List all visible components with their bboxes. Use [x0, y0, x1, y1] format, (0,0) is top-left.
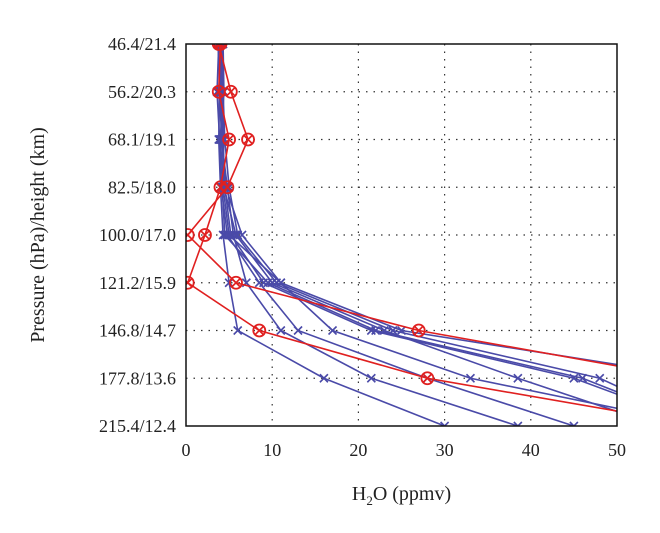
x-tick-label: 30: [436, 440, 454, 460]
data-point: [379, 325, 389, 336]
y-tick-labels: 46.4/21.4 56.2/20.3 68.1/19.1 82.5/18.0 100.…: [99, 34, 176, 436]
x-tick-label: 0: [182, 440, 191, 460]
data-point: [223, 84, 238, 99]
data-point: [411, 323, 426, 338]
y-tick-label: 146.8/14.7: [99, 321, 176, 341]
y-tick-label: 215.4/12.4: [99, 416, 176, 436]
series-red: [186, 44, 617, 367]
series-line: [217, 44, 445, 426]
data-point: [211, 84, 226, 99]
data-point: [465, 373, 476, 383]
data-point: [319, 373, 329, 383]
series-blue: [216, 44, 523, 426]
data-point: [213, 180, 228, 195]
series-layer: [186, 44, 617, 426]
series-line: [186, 44, 617, 412]
data-point: [254, 278, 264, 288]
x-tick-label: 20: [349, 440, 367, 460]
series-red: [186, 44, 617, 412]
data-point: [229, 275, 243, 290]
data-point: [440, 421, 450, 426]
y-tick-label: 121.2/15.9: [99, 273, 176, 293]
data-point: [293, 325, 303, 336]
data-point: [569, 421, 579, 426]
data-point: [241, 132, 255, 147]
series-blue: [215, 44, 617, 366]
series-line: [219, 44, 617, 396]
series-blue: [214, 44, 450, 426]
series-blue: [215, 44, 617, 396]
y-tick-label: 56.2/20.3: [108, 82, 176, 102]
data-point: [366, 373, 376, 383]
y-tick-label: 177.8/13.6: [99, 368, 176, 388]
series-blue: [212, 44, 579, 426]
data-point: [233, 325, 243, 336]
data-point: [276, 325, 286, 336]
series-line: [218, 44, 617, 393]
data-point: [231, 230, 241, 240]
x-tick-label: 10: [263, 440, 281, 460]
data-point: [186, 275, 195, 290]
series-blue: [214, 44, 617, 410]
y-tick-label: 46.4/21.4: [108, 34, 176, 54]
data-point: [267, 278, 277, 288]
series-line: [219, 44, 617, 366]
data-point: [222, 132, 237, 147]
series-blue: [213, 44, 617, 413]
data-point: [513, 373, 523, 383]
data-point: [198, 228, 212, 242]
data-point: [218, 230, 228, 240]
data-point: [252, 323, 267, 338]
data-point: [327, 325, 338, 336]
series-line: [186, 44, 617, 367]
x-tick-label: 50: [608, 440, 626, 460]
y-tick-label: 100.0/17.0: [99, 225, 176, 245]
data-point: [513, 421, 523, 426]
y-tick-label: 82.5/18.0: [108, 177, 176, 197]
data-point: [213, 44, 228, 51]
series-line: [220, 44, 519, 426]
plot-frame: [185, 43, 618, 427]
data-point: [186, 228, 195, 242]
x-tick-labels: 0 10 20 30 40 50: [182, 440, 627, 460]
x-axis-title: H2O (ppmv): [352, 483, 451, 508]
series-blue: [215, 44, 617, 393]
data-point: [595, 373, 605, 383]
data-point: [420, 371, 435, 386]
x-tick-label: 40: [522, 440, 540, 460]
y-tick-label: 68.1/19.1: [108, 130, 176, 150]
y-axis-title: Pressure (hPa)/height (km): [27, 127, 49, 343]
